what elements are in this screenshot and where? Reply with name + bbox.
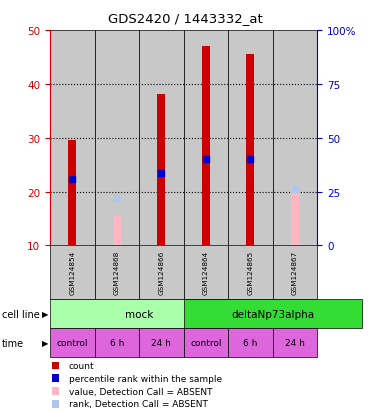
Text: control: control [190,338,221,347]
Bar [246,55,255,246]
Text: GSM124864: GSM124864 [203,251,209,294]
Bar [139,31,184,246]
Text: GSM124867: GSM124867 [292,251,298,294]
Text: rank, Detection Call = ABSENT: rank, Detection Call = ABSENT [69,399,207,408]
Text: cell line: cell line [2,309,40,319]
Text: 6 h: 6 h [243,338,257,347]
Text: mock: mock [125,309,153,319]
Text: value, Detection Call = ABSENT: value, Detection Call = ABSENT [69,387,212,396]
Text: control: control [57,338,88,347]
Bar [202,47,210,246]
Text: GSM124854: GSM124854 [69,251,75,294]
Text: ▶: ▶ [42,309,49,318]
Text: 24 h: 24 h [151,338,171,347]
Bar [50,31,95,246]
Text: ▶: ▶ [42,338,49,347]
Text: GSM124868: GSM124868 [114,251,120,294]
Bar [113,216,121,246]
Text: percentile rank within the sample: percentile rank within the sample [69,374,222,383]
Bar [184,31,228,246]
Text: GSM124865: GSM124865 [247,251,253,294]
Text: GDS2420 / 1443332_at: GDS2420 / 1443332_at [108,12,263,25]
Text: time: time [2,338,24,348]
Bar [291,187,299,246]
Text: GSM124866: GSM124866 [158,251,164,294]
Text: 6 h: 6 h [110,338,124,347]
Bar [228,31,273,246]
Text: 24 h: 24 h [285,338,305,347]
Text: deltaNp73alpha: deltaNp73alpha [231,309,314,319]
Bar [157,94,165,246]
Text: count: count [69,361,94,370]
Bar [95,31,139,246]
Bar [273,31,317,246]
Bar [68,141,76,246]
